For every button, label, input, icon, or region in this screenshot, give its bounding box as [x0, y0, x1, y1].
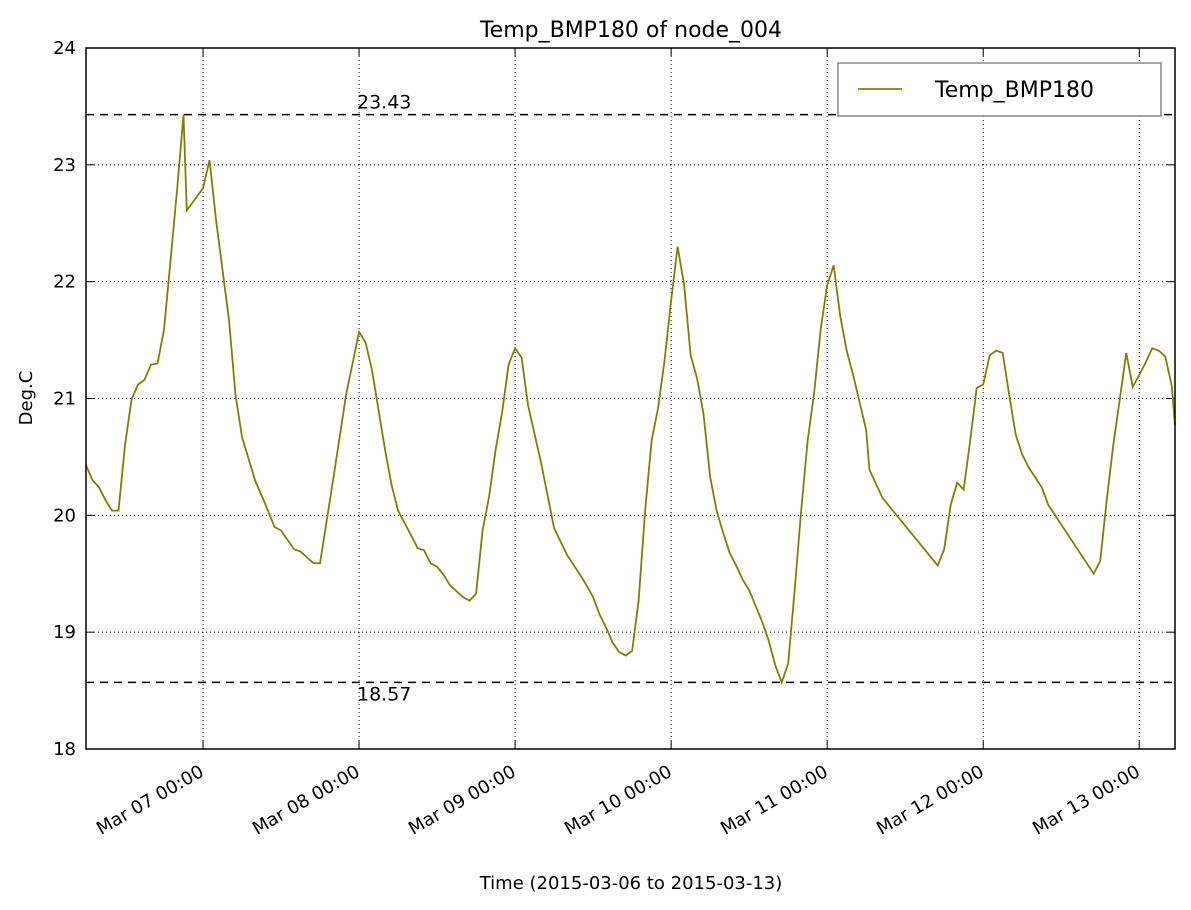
y-tick-label: 21: [53, 389, 76, 410]
y-axis-label: Deg.C: [16, 371, 37, 426]
reference-label: 18.57: [357, 683, 411, 705]
x-axis-label: Time (2015-03-06 to 2015-03-13): [479, 873, 783, 894]
y-tick-label: 22: [53, 272, 76, 293]
y-tick-label: 23: [53, 155, 76, 176]
y-tick-label: 19: [53, 622, 76, 643]
plot-frame: [85, 47, 1176, 750]
y-tick-label: 18: [53, 739, 76, 760]
legend-label: Temp_BMP180: [934, 78, 1094, 103]
y-tick-label: 24: [53, 38, 76, 59]
chart-title: Temp_BMP180 of node_004: [479, 18, 782, 43]
reference-label: 23.43: [357, 92, 411, 114]
y-tick-label: 20: [53, 505, 76, 526]
data-line: [85, 114, 1176, 686]
